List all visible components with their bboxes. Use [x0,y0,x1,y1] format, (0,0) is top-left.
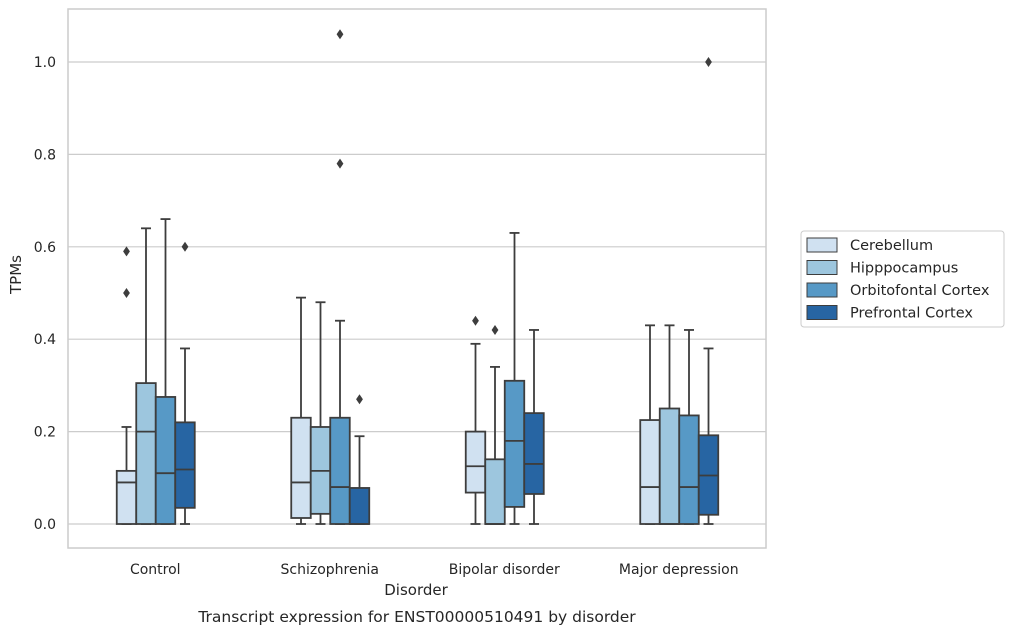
x-tick-label: Bipolar disorder [449,562,560,578]
box-hipppocampus [484,458,506,525]
box-cerebellum [464,430,487,494]
legend: Cerebellum Hipppocampus Orbitofontal Corte… [800,230,1005,328]
chart-caption: Transcript expression for ENST0000051049… [197,608,636,626]
plot-frame [67,8,767,549]
legend-label: Hipppocampus [850,261,958,277]
outlier-point [491,324,499,335]
x-tick-label: Schizophrenia [281,562,379,578]
box-prefrontal-cortex [348,487,371,525]
x-axis-label: Disorder [384,581,448,599]
box-cerebellum [290,416,312,519]
box-groups [115,29,720,525]
y-tick-label: 0.0 [34,517,56,533]
legend-swatch [806,237,838,253]
y-tick-label: 0.6 [34,240,56,256]
legend-swatch [806,305,838,320]
outlier-point [123,288,130,298]
box-group-schizophrenia [290,29,371,525]
legend-item: Orbitofontal Cortex [806,282,990,299]
legend-item: Cerebellum [806,237,933,254]
y-tick-label: 0.2 [34,425,56,441]
box-orbitofontal-cortex [329,416,351,525]
y-tick-label: 0.8 [34,147,56,163]
legend-label: Orbitofontal Cortex [850,283,990,299]
box-hipppocampus [658,407,681,525]
outlier-point [336,158,344,169]
outlier-point [705,57,712,67]
legend-swatch [806,260,838,275]
legend-item: Prefrontal Cortex [806,305,973,322]
outlier-point [472,315,479,326]
x-axis-ticks: Control Schizophrenia Bipolar disorder Majo… [130,562,739,578]
legend-label: Cerebellum [850,238,933,254]
box-group-major-depression [639,57,720,525]
box-orbitofontal-cortex [154,396,177,525]
outlier-point [336,29,344,40]
box-prefrontal-cortex [523,412,545,495]
box-orbitofontal-cortex [503,379,526,508]
legend-swatch [806,282,838,298]
legend-item: Hipppocampus [806,260,958,277]
x-tick-label: Control [130,562,181,578]
box-cerebellum [115,469,138,525]
outlier-point [356,394,363,405]
box-orbitofontal-cortex [678,414,700,525]
box-hipppocampus [135,382,157,525]
box-group-bipolar-disorder [464,232,545,525]
box-cerebellum [639,419,661,525]
y-tick-label: 0.4 [34,332,56,348]
legend-label: Prefrontal Cortex [850,306,973,322]
box-prefrontal-cortex [174,421,196,509]
outlier-point [181,241,189,252]
outlier-point [123,246,130,257]
y-tick-label: 1.0 [34,55,56,71]
box-group-control [115,218,196,525]
y-axis-ticks: 0.0 0.2 0.4 0.6 0.8 1.0 [34,55,56,533]
x-tick-label: Major depression [619,562,739,578]
legend-frame [800,230,1005,328]
y-axis-label: TPMs [7,255,25,295]
